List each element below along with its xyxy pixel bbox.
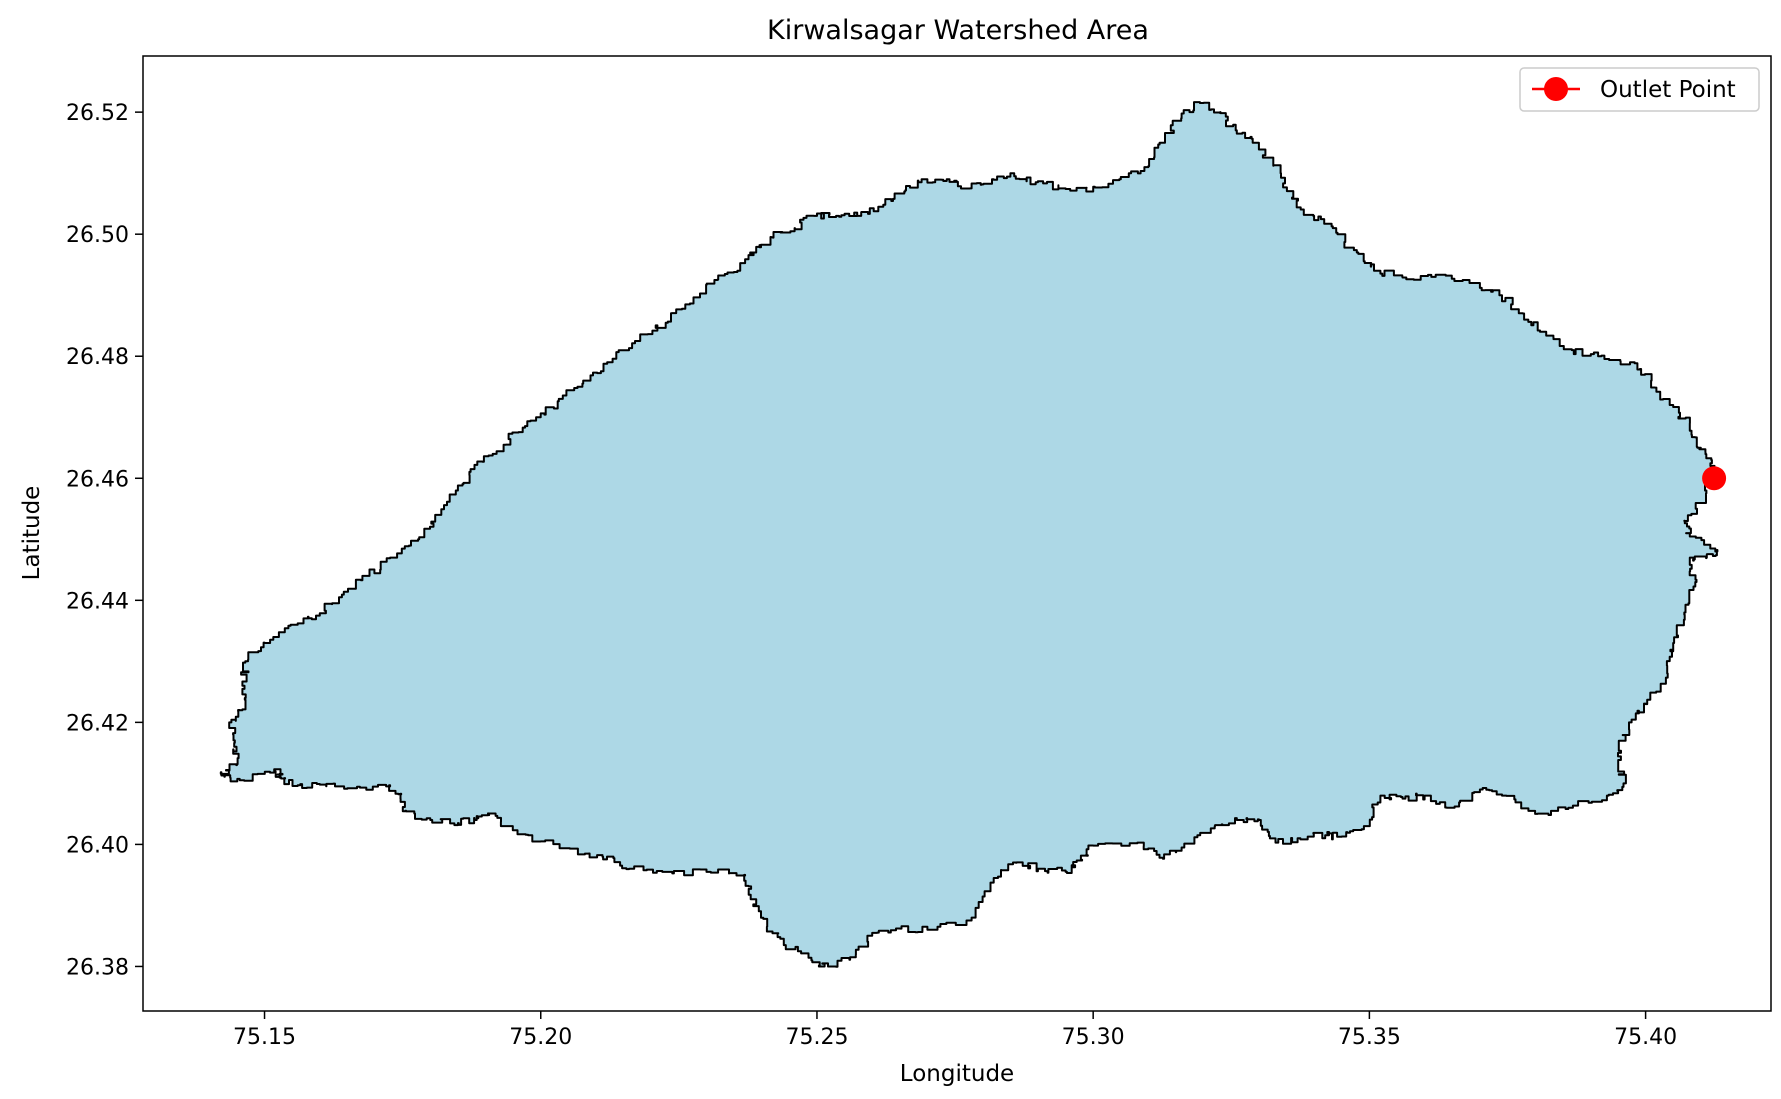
legend: Outlet Point (1519, 67, 1760, 112)
chart-title: Kirwalsagar Watershed Area (767, 15, 1149, 46)
y-tick-label: 26.52 (66, 101, 129, 126)
y-tick-label: 26.38 (66, 955, 129, 980)
y-axis-label: Latitude (19, 486, 45, 581)
x-tick-label: 75.35 (1338, 1025, 1401, 1050)
y-tick-label: 26.42 (66, 711, 129, 736)
x-tick-label: 75.30 (1062, 1025, 1125, 1050)
outlet-point-marker (1702, 466, 1727, 491)
x-axis-label: Longitude (900, 1061, 1014, 1087)
y-tick-label: 26.48 (66, 345, 129, 370)
legend-box (1519, 67, 1760, 112)
y-tick-label: 26.50 (66, 223, 129, 248)
x-tick-label: 75.40 (1614, 1025, 1677, 1050)
x-tick-label: 75.20 (509, 1025, 572, 1050)
outlet-series (1702, 466, 1727, 491)
axes-frame (142, 55, 1772, 1012)
legend-marker-swatch (1544, 77, 1568, 101)
x-tick-label: 75.15 (233, 1025, 296, 1050)
legend-entry-outlet-point: Outlet Point (1600, 77, 1736, 103)
y-tick-label: 26.46 (66, 467, 129, 492)
axis-ticks: 75.15 75.20 75.25 75.30 75.35 75.40 26.38 26.40… (66, 101, 1677, 1050)
y-tick-label: 26.40 (66, 833, 129, 858)
x-tick-label: 75.25 (785, 1025, 848, 1050)
y-tick-label: 26.44 (66, 589, 129, 614)
